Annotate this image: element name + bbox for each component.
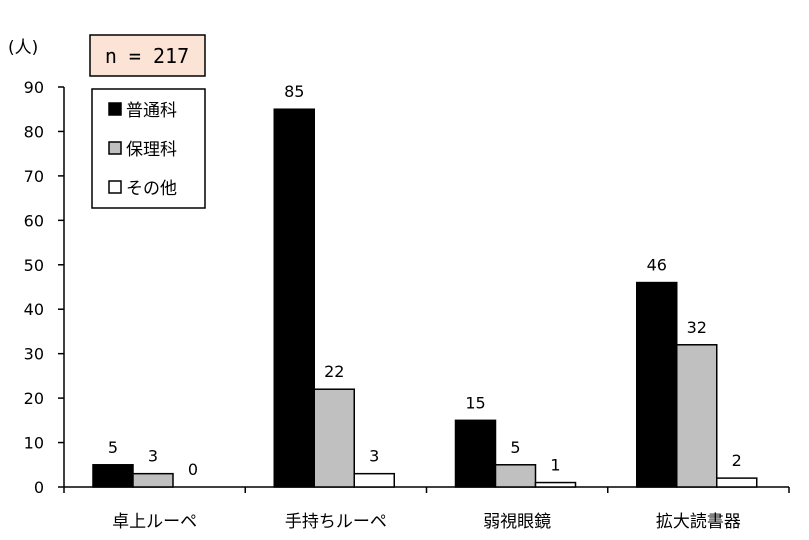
legend-label: その他 — [126, 179, 177, 199]
category-label: 拡大読書器 — [656, 512, 741, 532]
data-label: 85 — [284, 82, 304, 101]
y-tick-label: 80 — [24, 122, 44, 141]
data-label: 3 — [369, 447, 379, 466]
bar — [454, 419, 497, 488]
category-label: 手持ちルーペ — [285, 512, 387, 532]
data-label: 5 — [510, 438, 520, 457]
y-tick-label: 90 — [24, 78, 44, 97]
data-label: 0 — [188, 460, 198, 479]
legend-label: 保理科 — [126, 140, 177, 160]
bar — [676, 344, 718, 488]
y-tick-label: 40 — [24, 300, 44, 319]
y-tick-label: 70 — [24, 167, 44, 186]
legend-swatch — [108, 102, 122, 116]
data-label: 5 — [108, 438, 118, 457]
bar — [534, 481, 577, 488]
bar — [92, 464, 134, 488]
bar — [273, 108, 315, 488]
legend-swatch — [108, 141, 122, 155]
bar — [716, 477, 758, 488]
y-tick-label: 50 — [24, 256, 44, 275]
data-label: 32 — [687, 318, 707, 337]
data-label: 1 — [550, 456, 560, 475]
x-ticks — [63, 487, 790, 493]
data-label: 22 — [324, 362, 344, 381]
bar — [636, 281, 678, 488]
y-tick-label: 20 — [24, 389, 44, 408]
bar — [353, 472, 395, 488]
category-label: 卓上ルーペ — [112, 512, 197, 532]
legend-swatch — [108, 180, 122, 194]
data-label: 46 — [647, 256, 667, 275]
category-label: 弱視眼鏡 — [483, 512, 551, 532]
sample-size-box: n = 217 — [89, 34, 206, 77]
category-labels: 卓上ルーペ 手持ちルーペ 弱視眼鏡 拡大読書器 — [112, 512, 741, 532]
data-labels: 5 3 0 85 22 3 15 5 1 46 32 2 — [108, 82, 742, 479]
y-ticks: 0 10 20 30 40 50 60 70 80 90 — [24, 78, 64, 497]
legend-label: 普通科 — [126, 101, 177, 121]
data-label: 3 — [148, 447, 158, 466]
data-label: 15 — [465, 393, 485, 412]
bar — [494, 464, 537, 488]
sample-size-label: n = 217 — [105, 44, 189, 68]
y-tick-label: 30 — [24, 345, 44, 364]
y-unit-label: (人) — [8, 38, 38, 58]
bars — [92, 108, 758, 488]
data-label: 2 — [732, 451, 742, 470]
bar — [313, 388, 355, 488]
y-tick-label: 0 — [34, 478, 44, 497]
bar — [132, 472, 174, 488]
y-tick-label: 10 — [24, 434, 44, 453]
y-tick-label: 60 — [24, 211, 44, 230]
